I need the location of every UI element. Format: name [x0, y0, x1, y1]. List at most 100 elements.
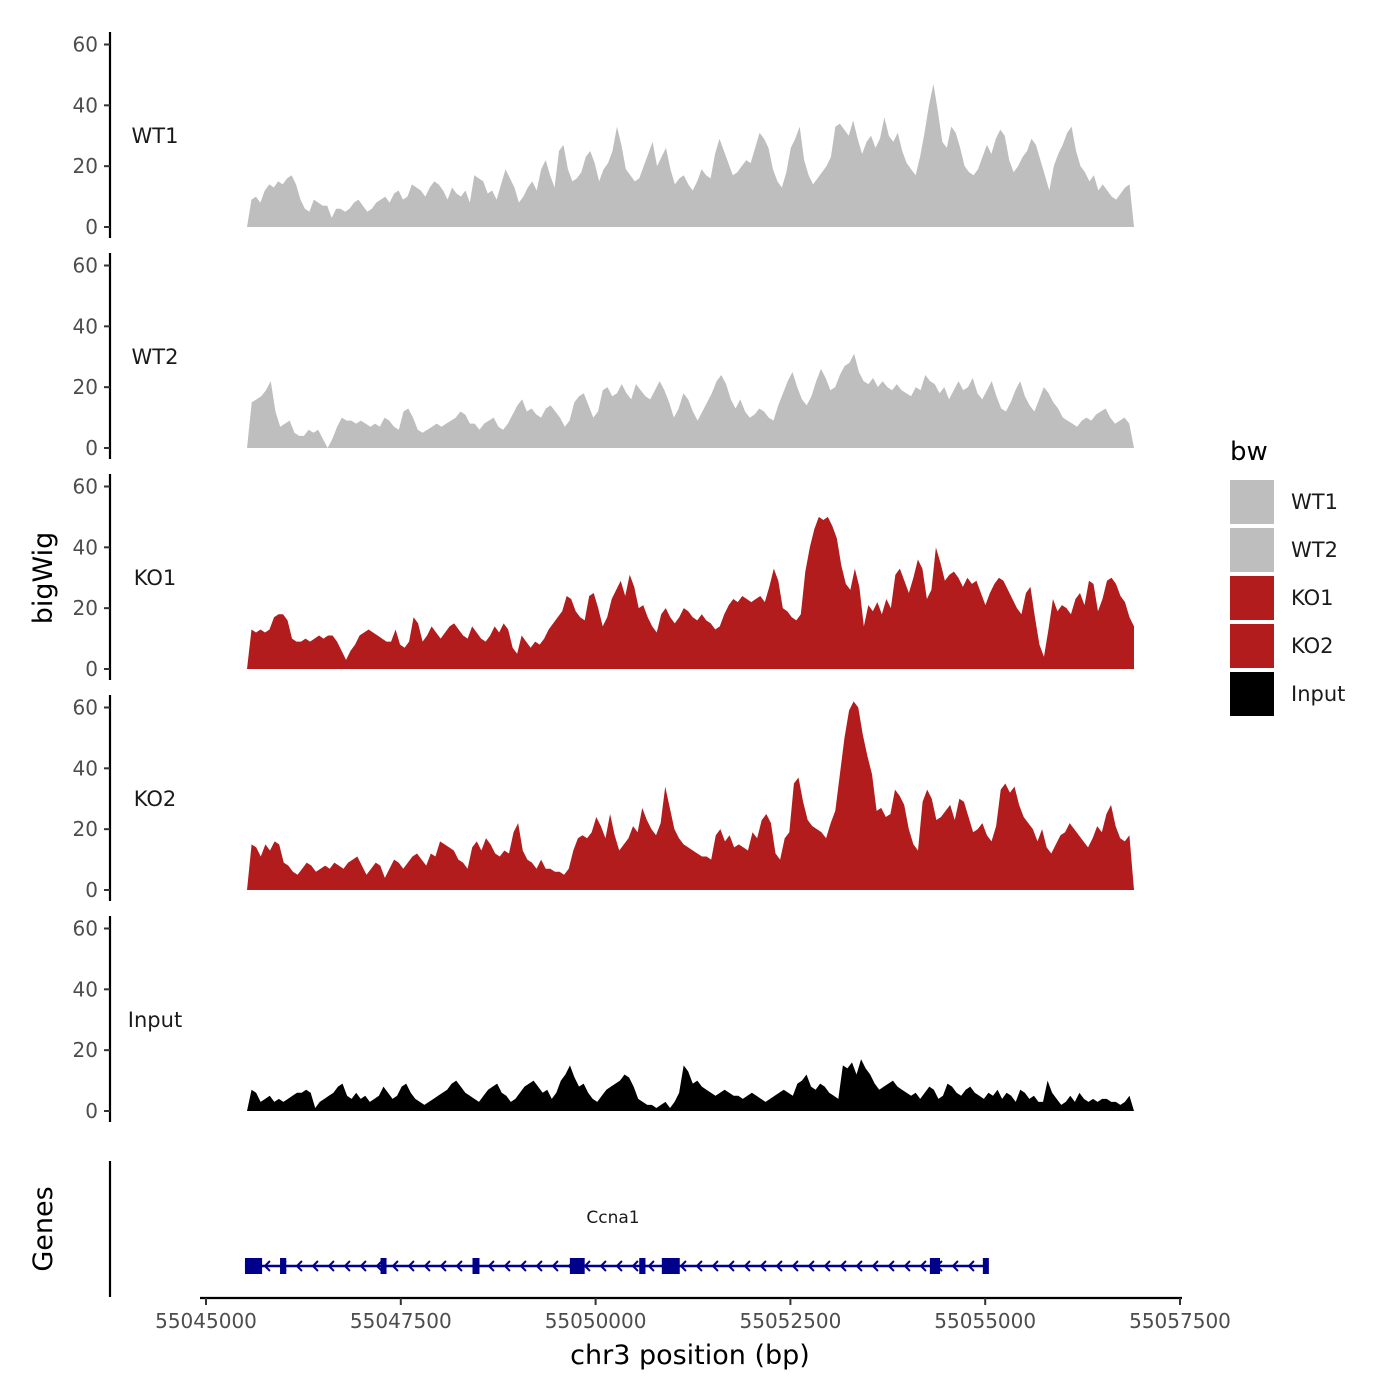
track-ko2: 0 20 40 60 KO2 — [73, 695, 1134, 902]
gene-exon — [244, 1258, 263, 1274]
y-tick-label: 60 — [73, 254, 98, 278]
track-label-wt1: WT1 — [132, 124, 179, 148]
legend-key-wt1 — [1230, 480, 1274, 524]
strand-arrow — [743, 1260, 751, 1272]
legend-key-wt2 — [1230, 528, 1274, 572]
gene-exon — [472, 1258, 480, 1274]
strand-arrow — [887, 1260, 895, 1272]
strand-arrow — [647, 1260, 655, 1272]
x-tick-label: 55050000 — [545, 1309, 647, 1333]
y-tick-label: 0 — [85, 436, 98, 460]
strand-arrow — [727, 1260, 735, 1272]
y-tick-label: 60 — [73, 475, 98, 499]
gene-exon — [929, 1258, 941, 1274]
strand-arrow — [807, 1260, 815, 1272]
strand-arrow — [679, 1260, 687, 1272]
legend-label-ko1: KO1 — [1291, 586, 1334, 610]
y-tick-label: 0 — [85, 657, 98, 681]
track-label-ko1: KO1 — [134, 566, 177, 590]
track-label-input: Input — [128, 1008, 182, 1032]
y-tick-label: 20 — [73, 1038, 98, 1062]
track-wt2: 0 20 40 60 WT2 — [73, 253, 1134, 460]
y-tick-label: 60 — [73, 33, 98, 57]
gene-exon — [569, 1258, 585, 1274]
strand-arrow — [855, 1260, 863, 1272]
track-area-wt2 — [247, 353, 1134, 448]
strand-arrow — [519, 1260, 527, 1272]
x-tick-label: 55052500 — [740, 1309, 842, 1333]
gene-exon — [982, 1258, 989, 1274]
gene-exon — [280, 1258, 287, 1274]
track-wt1: 0 20 40 60 WT1 — [73, 32, 1134, 239]
strand-arrow — [343, 1260, 351, 1272]
legend-label-ko2: KO2 — [1291, 634, 1334, 658]
x-tick-label: 55047500 — [350, 1309, 452, 1333]
legend-key-input — [1230, 672, 1274, 716]
y-tick-label: 40 — [73, 93, 98, 117]
gene-track-title: Genes — [28, 1186, 59, 1271]
strand-arrow — [919, 1260, 927, 1272]
strand-arrow — [823, 1260, 831, 1272]
strand-arrow — [391, 1260, 399, 1272]
strand-arrow — [455, 1260, 463, 1272]
y-tick-label: 40 — [73, 314, 98, 338]
strand-arrow — [615, 1260, 623, 1272]
track-area-ko2 — [247, 701, 1134, 890]
track-area-wt1 — [247, 84, 1134, 227]
y-tick-label: 20 — [73, 817, 98, 841]
strand-arrow — [775, 1260, 783, 1272]
x-axis-title: chr3 position (bp) — [570, 1340, 810, 1371]
y-tick-label: 20 — [73, 596, 98, 620]
strand-arrow — [599, 1260, 607, 1272]
strand-arrow — [951, 1260, 959, 1272]
gene-exon — [639, 1258, 646, 1274]
legend-title: bw — [1230, 437, 1268, 467]
strand-arrow — [263, 1260, 271, 1272]
strand-arrow — [439, 1260, 447, 1272]
gene-exon — [661, 1258, 680, 1274]
x-tick-label: 55057500 — [1129, 1309, 1231, 1333]
y-tick-label: 60 — [73, 917, 98, 941]
y-tick-label: 40 — [73, 756, 98, 780]
legend: bw WT1 WT2 KO1 KO2 Input — [1230, 437, 1345, 716]
legend-key-ko2 — [1230, 624, 1274, 668]
y-tick-label: 20 — [73, 154, 98, 178]
strand-arrow — [359, 1260, 367, 1272]
track-label-ko2: KO2 — [134, 787, 177, 811]
legend-label-wt2: WT2 — [1291, 538, 1338, 562]
x-axis: 55045000 55047500 55050000 55052500 55055000… — [155, 1296, 1231, 1333]
strand-arrow — [903, 1260, 911, 1272]
y-tick-label: 0 — [85, 215, 98, 239]
strand-arrow — [535, 1260, 543, 1272]
strand-arrow — [871, 1260, 879, 1272]
y-tick-label: 0 — [85, 878, 98, 902]
strand-arrow — [375, 1260, 383, 1272]
strand-arrow — [759, 1260, 767, 1272]
gene-track: Ccna1 — [108, 1161, 989, 1297]
strand-arrow — [423, 1260, 431, 1272]
legend-label-input: Input — [1291, 682, 1345, 706]
y-tick-label: 40 — [73, 535, 98, 559]
strand-arrow — [791, 1260, 799, 1272]
strand-arrow — [487, 1260, 495, 1272]
strand-arrow — [967, 1260, 975, 1272]
x-tick-label: 55045000 — [155, 1309, 257, 1333]
legend-label-wt1: WT1 — [1291, 490, 1338, 514]
strand-arrow — [839, 1260, 847, 1272]
y-tick-label: 20 — [73, 375, 98, 399]
y-tick-label: 40 — [73, 977, 98, 1001]
gene-exon — [380, 1258, 387, 1274]
strand-arrow — [631, 1260, 639, 1272]
strand-arrow — [295, 1260, 303, 1272]
strand-arrow — [583, 1260, 591, 1272]
y-tick-label: 60 — [73, 696, 98, 720]
track-area-input — [247, 1059, 1134, 1111]
strand-arrow — [503, 1260, 511, 1272]
strand-arrow — [695, 1260, 703, 1272]
track-ko1: 0 20 40 60 KO1 — [73, 474, 1134, 681]
gene-name-label: Ccna1 — [586, 1208, 639, 1228]
track-area-ko1 — [247, 516, 1134, 669]
legend-key-ko1 — [1230, 576, 1274, 620]
